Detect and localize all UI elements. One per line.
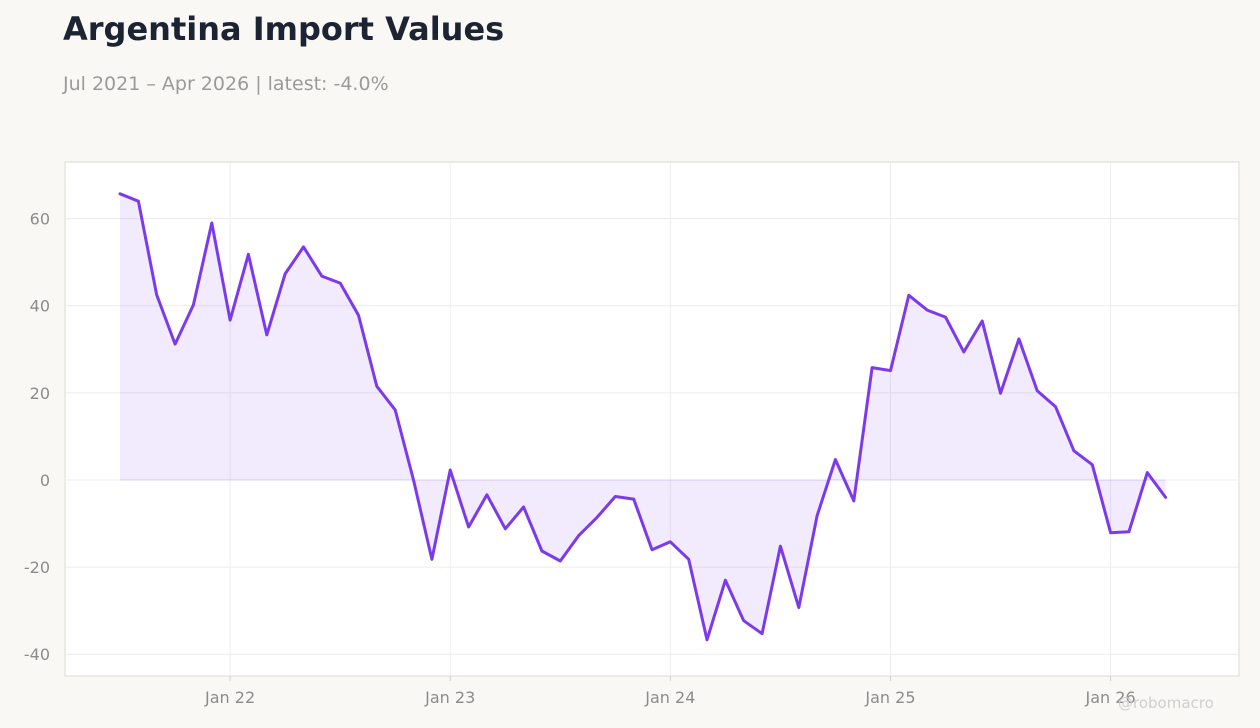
y-axis-ticks: 60 40 20 0 -20 -40 xyxy=(24,210,50,665)
area-fill-layer xyxy=(120,193,1166,640)
chart-subtitle: Jul 2021 – Apr 2026 | latest: -4.0% xyxy=(63,73,389,95)
x-tick-label: Jan 22 xyxy=(204,688,255,707)
y-tick-label: 40 xyxy=(30,297,50,316)
y-tick-label: -20 xyxy=(24,558,50,577)
x-tick-label: Jan 23 xyxy=(424,688,475,707)
series-area xyxy=(120,193,1166,640)
chart-title: Argentina Import Values xyxy=(63,10,505,48)
series-line-layer xyxy=(118,192,1168,642)
series-line xyxy=(118,192,1168,642)
watermark: @robomacro xyxy=(1118,694,1214,712)
x-tick-label: Jan 26 xyxy=(1085,688,1136,707)
y-tick-label: 60 xyxy=(30,210,50,229)
x-tick-label: Jan 25 xyxy=(864,688,915,707)
y-tick-label: 20 xyxy=(30,384,50,403)
x-axis-ticks: Jan 22 Jan 23 Jan 24 Jan 25 Jan 26 xyxy=(204,676,1136,707)
x-tick-label: Jan 24 xyxy=(644,688,695,707)
plot-area xyxy=(64,161,1240,677)
y-tick-label: -40 xyxy=(24,645,50,664)
y-tick-label: 0 xyxy=(40,471,50,490)
